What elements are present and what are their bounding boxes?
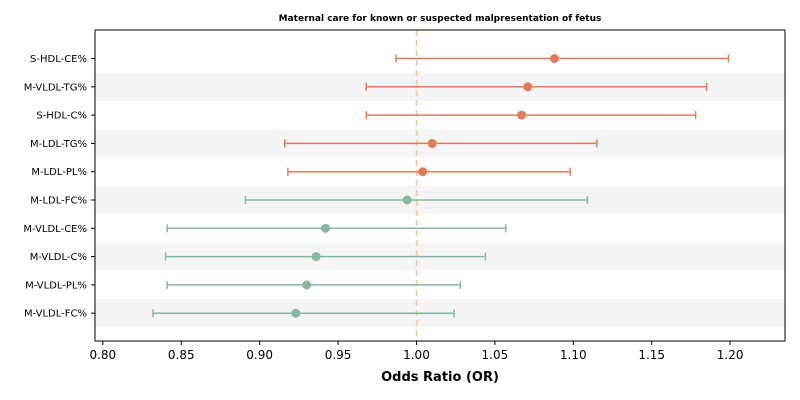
x-tick-label: 1.05	[482, 348, 509, 362]
forest-row: M-LDL-PL%	[31, 167, 571, 178]
y-tick-label: M-VLDL-PL%	[25, 280, 87, 291]
y-tick-label: M-LDL-TG%	[30, 139, 87, 150]
or-point	[302, 280, 312, 290]
y-tick-label: S-HDL-C%	[36, 111, 87, 122]
forest-row: M-VLDL-C%	[30, 252, 487, 263]
x-axis: 0.80 0.85 0.90 0.95 1.00 1.05 1.10 1.15 1.20	[89, 341, 743, 362]
or-point	[402, 195, 412, 205]
or-point	[549, 54, 559, 63]
forest-row: M-VLDL-FC%	[24, 308, 455, 320]
y-tick-label: M-VLDL-FC%	[24, 309, 87, 320]
or-point	[291, 308, 301, 318]
forest-row: M-VLDL-PL%	[25, 280, 462, 291]
forest-row: M-LDL-TG%	[30, 138, 598, 150]
forest-row: S-HDL-CE%	[30, 54, 730, 65]
or-point	[311, 252, 321, 262]
x-tick-label: 0.85	[168, 348, 195, 362]
x-tick-label: 1.15	[638, 348, 665, 362]
x-tick-label: 1.00	[403, 348, 430, 362]
forest-row: M-VLDL-TG%	[24, 82, 708, 93]
data-rows: S-HDL-CE% M-VLDL-TG% S-HDL-C% M-LDL-TG% M-LD…	[23, 54, 730, 320]
chart-title: Maternal care for known or suspected mal…	[279, 14, 602, 24]
x-tick-label: 1.20	[717, 348, 744, 362]
y-tick-label: M-LDL-FC%	[30, 196, 87, 207]
or-point	[321, 223, 331, 233]
x-tick-label: 1.10	[560, 348, 587, 362]
x-axis-label: Odds Ratio (OR)	[381, 370, 499, 385]
or-point	[517, 110, 527, 120]
or-point	[427, 138, 437, 148]
x-tick-label: 0.90	[246, 348, 273, 362]
or-point	[523, 82, 533, 92]
forest-row: M-LDL-FC%	[30, 195, 589, 207]
or-point	[418, 167, 428, 177]
forest-row: S-HDL-C%	[36, 110, 697, 122]
y-tick-label: S-HDL-CE%	[30, 54, 87, 65]
y-tick-label: M-VLDL-TG%	[24, 82, 87, 93]
x-tick-label: 0.95	[325, 348, 352, 362]
y-tick-label: M-VLDL-C%	[30, 252, 87, 263]
y-tick-label: M-VLDL-CE%	[23, 224, 87, 235]
forest-row: M-VLDL-CE%	[23, 223, 507, 235]
plot-frame	[94, 29, 786, 342]
x-tick-label: 0.80	[89, 348, 116, 362]
y-tick-label: M-LDL-PL%	[31, 167, 87, 178]
